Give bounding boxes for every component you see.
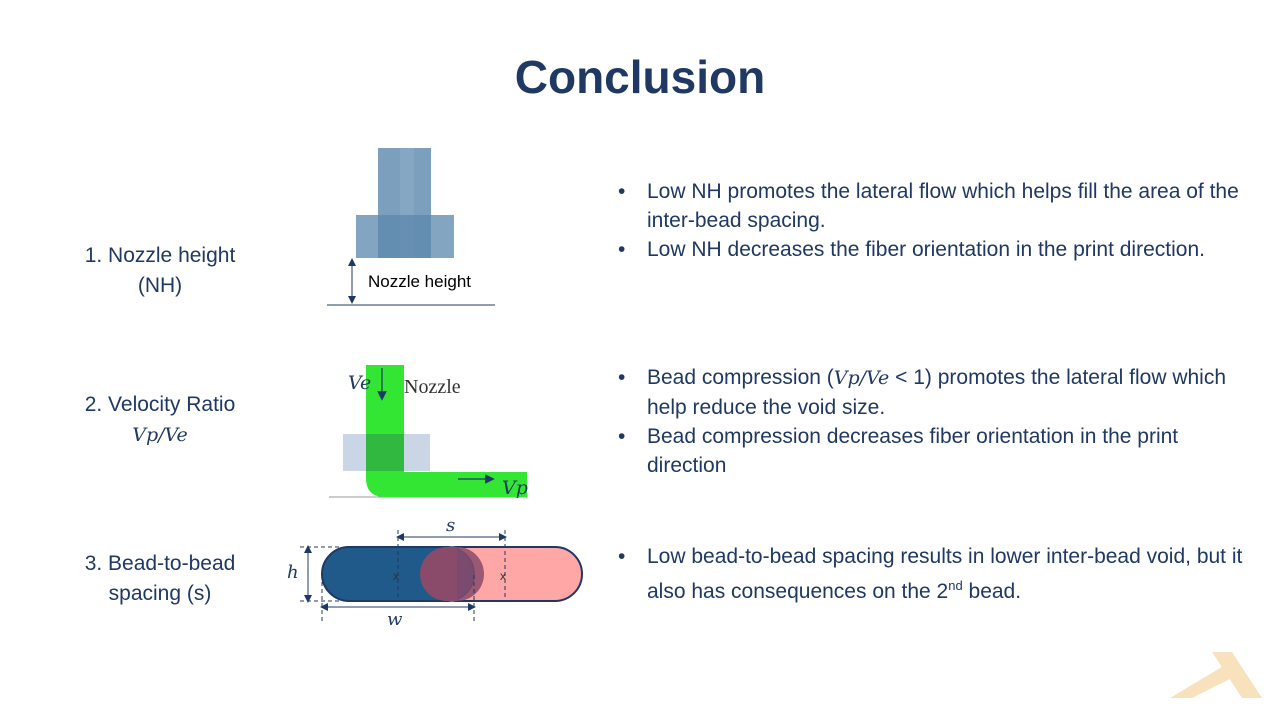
bullet-item: • Low bead-to-bead spacing results in lo… [618,542,1248,606]
bead-center-x2: x [500,569,506,583]
label-velocity-ratio-math: Vp/Ve [132,424,188,446]
bullet-item: • Low NH decreases the fiber orientation… [618,235,1248,264]
bullet-dot-icon: • [618,545,626,568]
bullet-text-pre: Low bead-to-bead spacing results in lowe… [647,545,1243,603]
velocity-ratio-diagram: Ve Nozzle Vp [329,365,528,499]
bullets-bead-spacing: • Low bead-to-bead spacing results in lo… [618,542,1248,606]
label-nozzle-height: 1. Nozzle height (NH) [60,241,260,301]
bullets-velocity-ratio: • Bead compression (Vp/Ve < 1) promotes … [618,363,1248,480]
nozzle-flange [356,215,454,258]
bullet-dot-icon: • [618,180,626,203]
bullet-text: Low NH promotes the lateral flow which h… [647,180,1239,232]
x-logo-icon [1170,652,1262,698]
label-velocity-ratio: 2. Velocity Ratio Vp/Ve [60,390,260,450]
bead-overlap-fill [420,547,457,601]
bullet-text-math: Vp/Ve [833,367,890,389]
h-dim-text: h [287,562,299,583]
bullet-text-sup: nd [948,578,963,593]
page-title: Conclusion [514,51,766,103]
s-dim-text: s [446,515,455,536]
label-bead-spacing-line1: 3. Bead-to-bead [84,552,236,575]
bullet-item: • Bead compression (Vp/Ve < 1) promotes … [618,363,1248,422]
label-bead-spacing-line2: spacing (s) [108,582,212,605]
vr-ve-text: Ve [348,372,371,394]
bullet-dot-icon: • [618,366,626,389]
label-bead-spacing: 3. Bead-to-bead spacing (s) [60,549,260,609]
bead-spacing-diagram: x x s h w [287,515,583,630]
label-nozzle-height-line1: 1. Nozzle height [84,244,236,267]
bullet-text: Low bead-to-bead spacing results in lowe… [647,542,1248,606]
vr-nozzle-text: Nozzle [404,376,461,398]
bullets-nozzle-height: • Low NH promotes the lateral flow which… [618,177,1248,264]
bullet-dot-icon: • [618,238,626,261]
bullet-item: • Low NH promotes the lateral flow which… [618,177,1248,235]
bullet-text: Bead compression decreases fiber orienta… [647,425,1179,477]
w-dim-text: w [387,609,403,630]
nozzle-height-diagram: Nozzle height [327,148,495,306]
bullet-text: Bead compression (Vp/Ve < 1) promotes th… [647,363,1248,422]
bullet-text-post: bead. [962,580,1022,603]
bullet-text: Low NH decreases the fiber orientation i… [647,238,1205,261]
bullet-text-pre: Bead compression ( [647,366,834,389]
label-velocity-ratio-line1: 2. Velocity Ratio [84,393,236,416]
vr-nozzle-overlap [366,434,404,471]
label-nozzle-height-line2: (NH) [137,274,183,297]
nozzle-height-text: Nozzle height [368,272,471,291]
bullet-dot-icon: • [618,425,626,448]
bullet-text-post: < 1) promotes the lateral flow which hel… [647,366,1227,419]
bead-center-x1: x [393,569,399,583]
vr-vp-text: Vp [502,477,528,499]
bullet-item: • Bead compression decreases fiber orien… [618,422,1248,480]
